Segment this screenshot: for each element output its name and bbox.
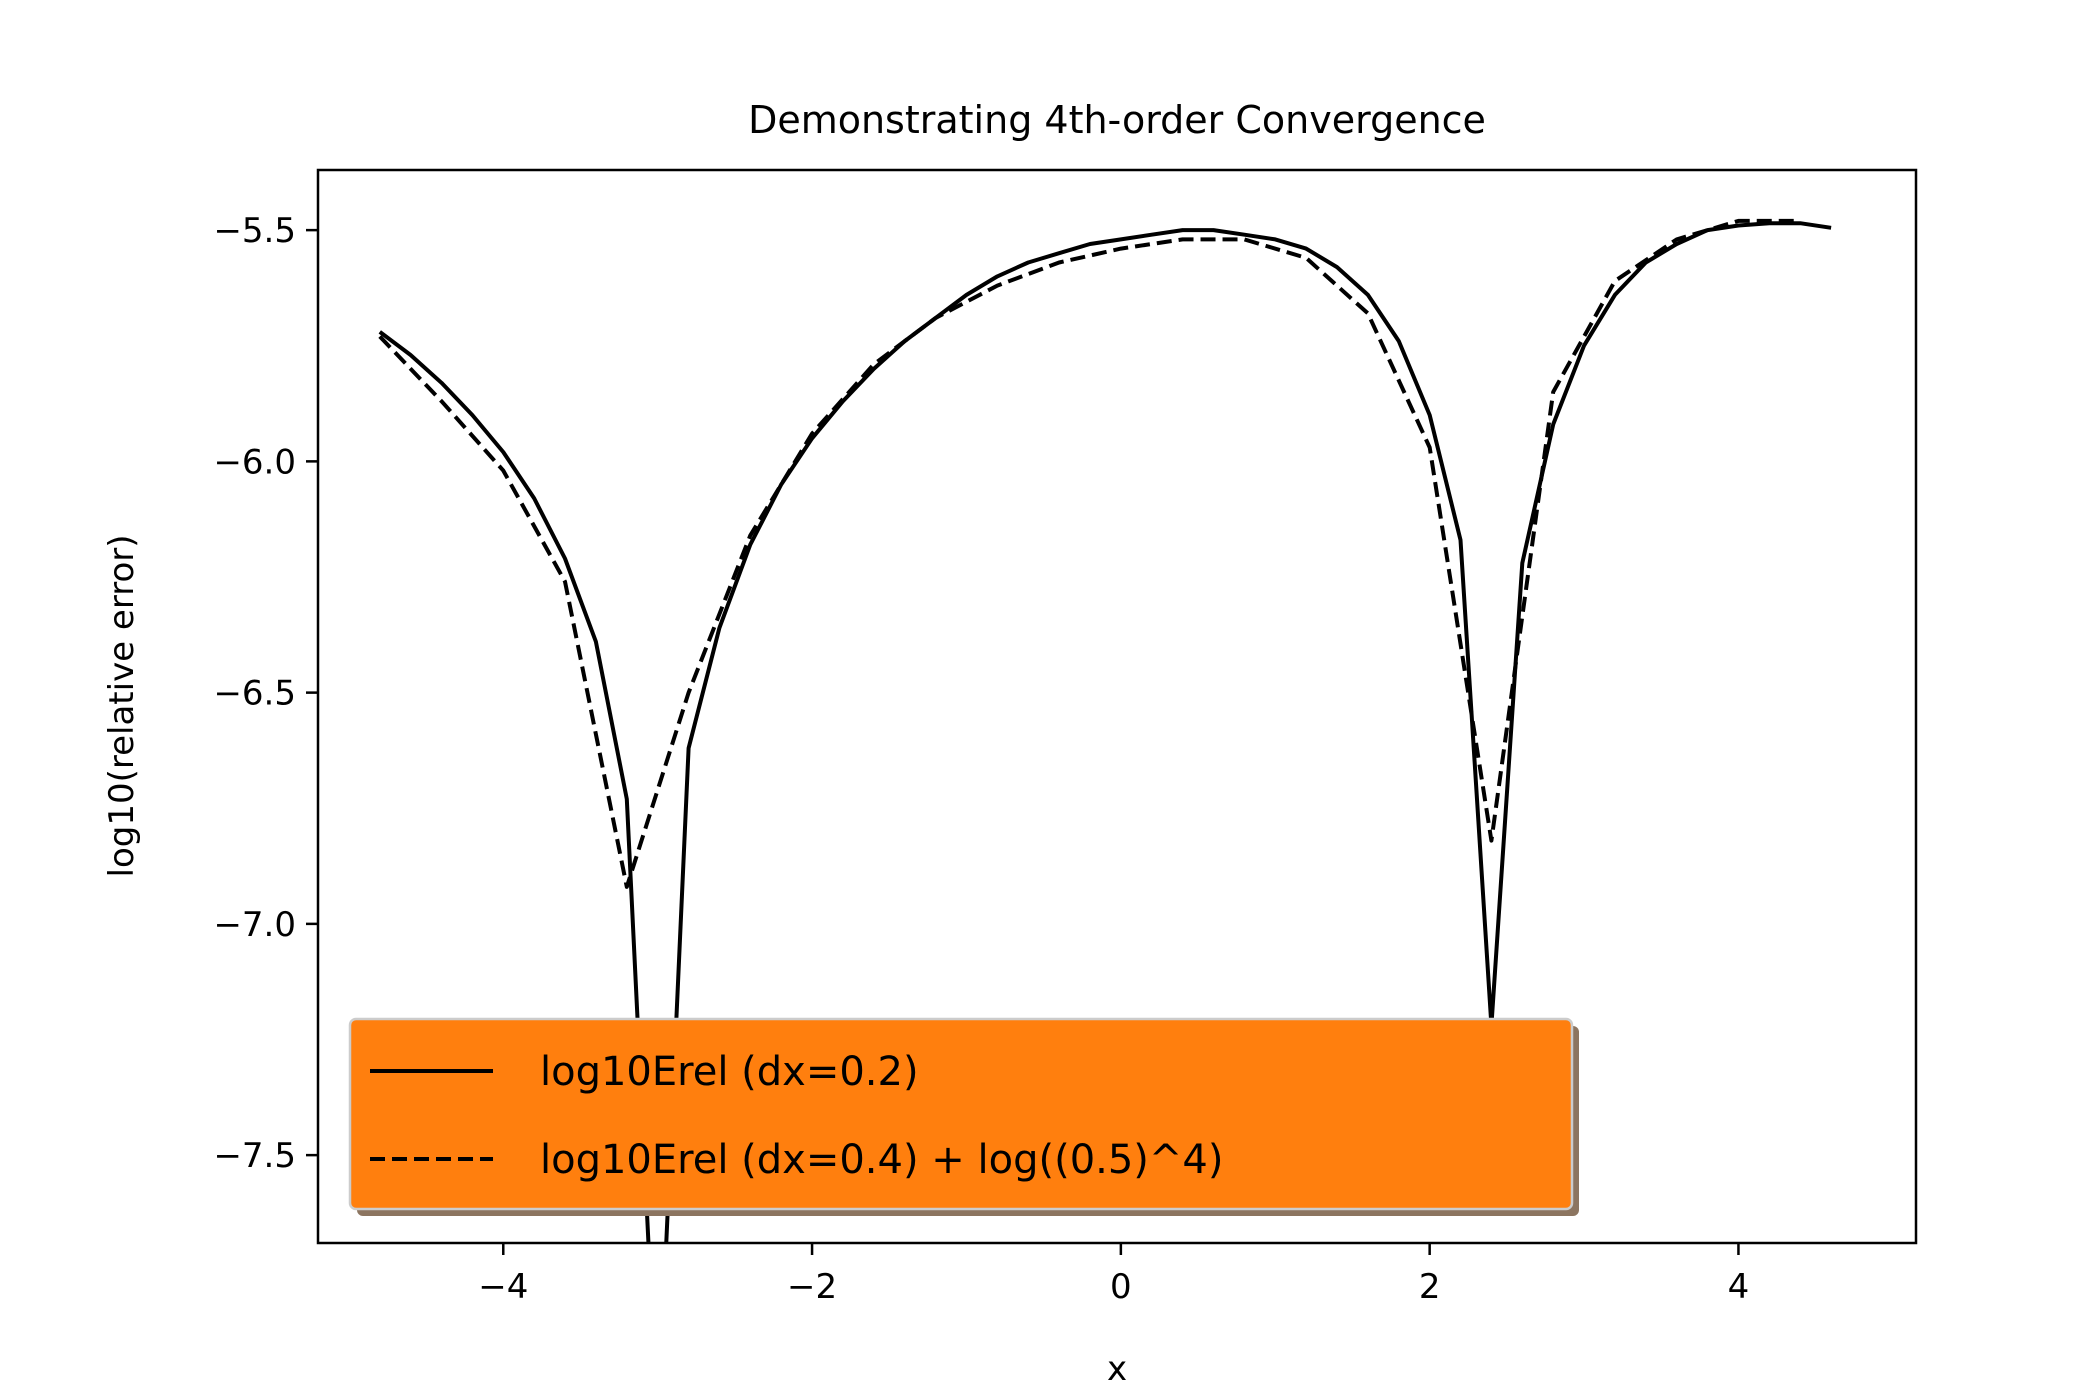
x-tick-label: −4 <box>478 1267 528 1307</box>
x-axis-ticks: −4 −2 0 2 4 <box>478 1243 1749 1307</box>
y-tick-label: −7.0 <box>213 905 296 945</box>
y-tick-label: −6.0 <box>213 442 296 482</box>
y-tick-label: −7.5 <box>213 1136 296 1176</box>
plot-frame <box>316 168 1918 1245</box>
series-line-solid <box>378 221 1832 1243</box>
series-line-dashed <box>378 218 1801 889</box>
legend-box <box>348 1017 1574 1211</box>
plot-area: −4 −2 0 2 4 −5.5 −6.0 −6.5 −7.0 −7.5 <box>213 168 1918 1307</box>
y-axis-ticks: −5.5 −6.0 −6.5 −7.0 −7.5 <box>213 211 318 1176</box>
x-tick-label: −2 <box>787 1267 837 1307</box>
y-tick-label: −6.5 <box>213 674 296 714</box>
y-axis-label: log10(relative error) <box>102 535 142 878</box>
chart-title: Demonstrating 4th-order Convergence <box>748 98 1486 142</box>
x-axis-label: x <box>1107 1349 1127 1389</box>
x-tick-label: 4 <box>1728 1267 1750 1307</box>
y-tick-label: −5.5 <box>213 211 296 251</box>
legend-label-series-2: log10Erel (dx=0.4) + log((0.5)^4) <box>540 1137 1223 1183</box>
legend-label-series-1: log10Erel (dx=0.2) <box>540 1049 919 1095</box>
x-tick-label: 0 <box>1110 1267 1132 1307</box>
x-tick-label: 2 <box>1419 1267 1441 1307</box>
legend: log10Erel (dx=0.2) log10Erel (dx=0.4) + … <box>348 1017 1579 1216</box>
series-layer <box>378 218 1832 1243</box>
